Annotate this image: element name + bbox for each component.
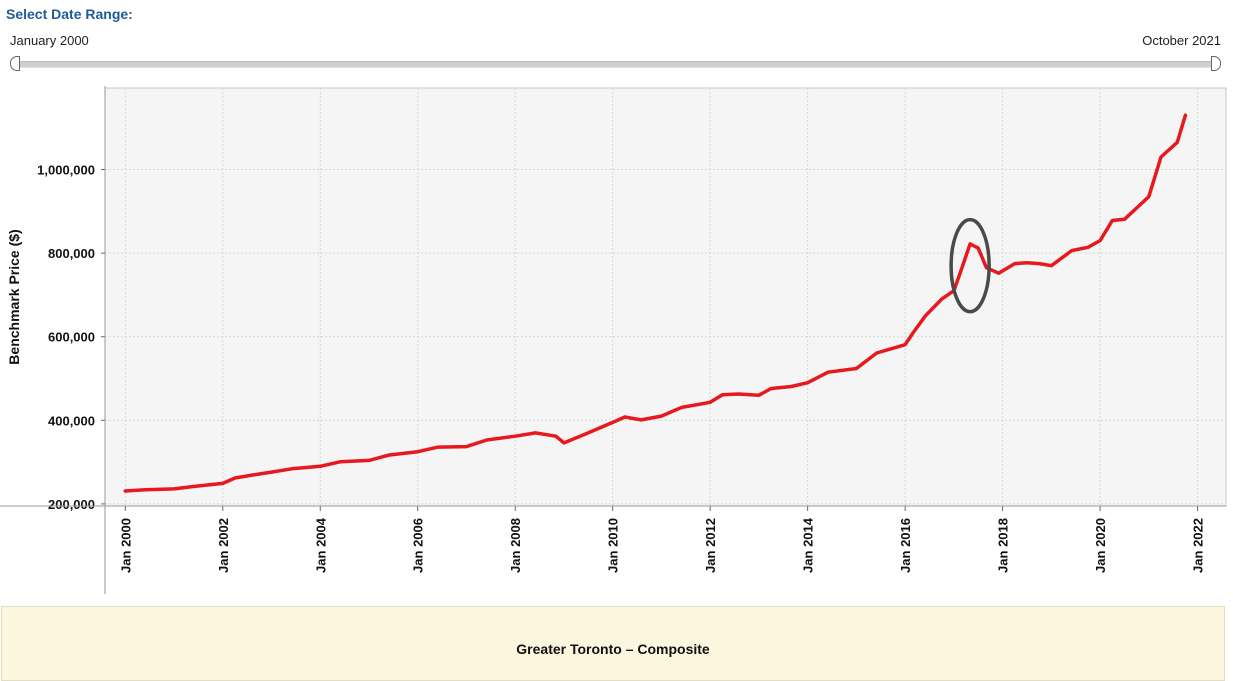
chart-container: 200,000 400,000 600,000 800,000 1,000,000 Jan… [0, 86, 1233, 596]
date-range-start-label: January 2000 [10, 33, 89, 48]
y-tick-label: 200,000 [48, 497, 95, 512]
y-tick-label: 600,000 [48, 330, 95, 345]
plot-area [104, 87, 1227, 507]
date-range-end-label: October 2021 [1142, 33, 1221, 48]
date-range-start-handle[interactable] [10, 56, 20, 71]
x-tick-label: Jan 2008 [508, 518, 523, 573]
x-tick-label: Jan 2004 [313, 517, 328, 573]
y-axis-label: Benchmark Price ($) [6, 229, 22, 364]
x-tick-label: Jan 2016 [898, 518, 913, 573]
date-range-title: Select Date Range: [6, 6, 133, 22]
y-tick-label: 400,000 [48, 413, 95, 428]
x-tick-label: Jan 2006 [411, 518, 426, 573]
y-tick-label: 800,000 [48, 246, 95, 261]
chart-title: Greater Toronto – Composite [516, 641, 710, 657]
date-range-end-handle[interactable] [1211, 56, 1221, 71]
date-range-slider-track[interactable] [14, 61, 1217, 68]
x-tick-label: Jan 2020 [1093, 518, 1108, 573]
x-tick-label: Jan 2000 [118, 518, 133, 573]
x-tick-label: Jan 2010 [606, 518, 621, 573]
x-tick-label: Jan 2012 [703, 518, 718, 573]
chart-title-panel: Greater Toronto – Composite [1, 606, 1225, 681]
x-tick-label: Jan 2014 [801, 517, 816, 573]
x-tick-label: Jan 2022 [1191, 518, 1206, 573]
x-tick-label: Jan 2018 [996, 518, 1011, 573]
x-tick-label: Jan 2002 [216, 518, 231, 573]
line-chart: 200,000 400,000 600,000 800,000 1,000,000 Jan… [0, 86, 1227, 594]
y-tick-label: 1,000,000 [37, 163, 95, 178]
price-series-line [123, 113, 1188, 493]
peak-annotation-ellipse [949, 217, 991, 314]
